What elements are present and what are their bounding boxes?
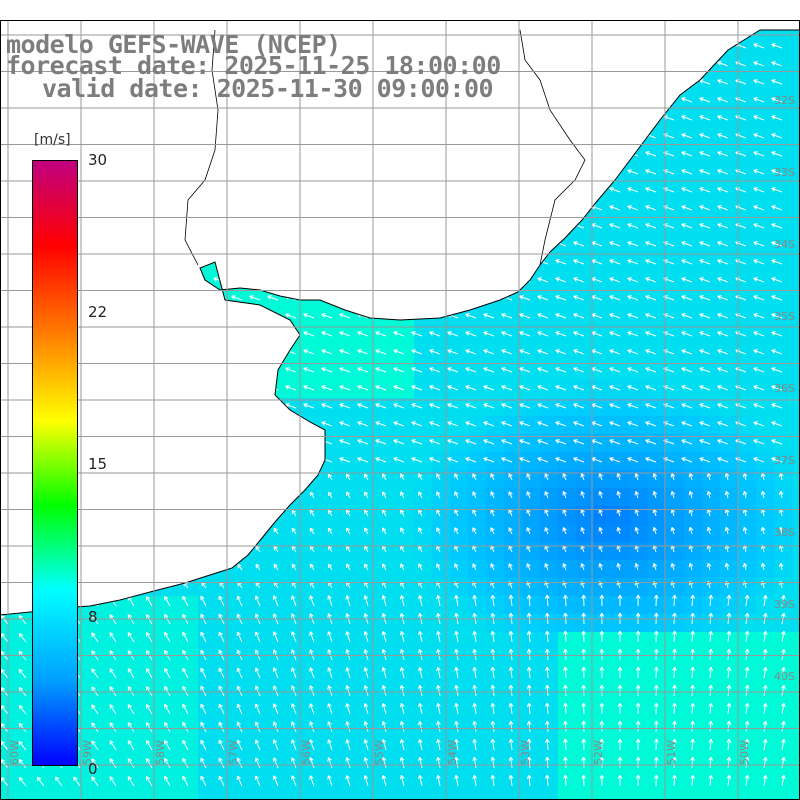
lon-label: 55W [373,740,386,765]
lon-label: 56W [300,740,313,765]
colorbar-unit: [m/s] [34,132,71,148]
model-title: modelo GEFS-WAVE (NCEP) [6,30,341,59]
lon-label: 50W [738,740,751,765]
lat-label: 32S [774,94,795,107]
country-border-2 [519,29,586,266]
lat-label: 35S [774,310,795,323]
lat-label: 39S [774,598,795,611]
lon-label: 54W [446,740,459,765]
colorbar-tick-15: 15 [88,455,108,473]
lat-label: 33S [774,166,795,179]
lat-label: 37S [774,454,795,467]
coastline [0,29,800,616]
colorbar-gradient [32,160,78,766]
colorbar-tick-30: 30 [88,151,108,169]
colorbar-tick-22: 22 [88,303,108,321]
colorbar-tick-8: 8 [88,608,98,626]
colorbar-tick-0: 0 [88,760,98,778]
wind-field [0,30,800,800]
lat-lon-grid [0,20,800,800]
lon-label: 60W [8,740,21,765]
lon-label: 53W [519,740,532,765]
lat-label: 34S [774,238,795,251]
lat-label: 40S [774,670,795,683]
lon-label: 59W [81,740,94,765]
colorbar: [m/s] 30 22 15 8 0 [0,120,110,780]
valid-date: valid date: 2025-11-30 09:00:00 [42,74,494,103]
country-border [184,29,219,266]
lon-label: 51W [665,740,678,765]
lon-label: 52W [592,740,605,765]
forecast-date: forecast date: 2025-11-25 18:00:00 [6,51,501,80]
lon-label: 58W [154,740,167,765]
lat-label: 36S [774,382,795,395]
lat-label: 38S [774,526,795,539]
lon-label: 57W [227,740,240,765]
